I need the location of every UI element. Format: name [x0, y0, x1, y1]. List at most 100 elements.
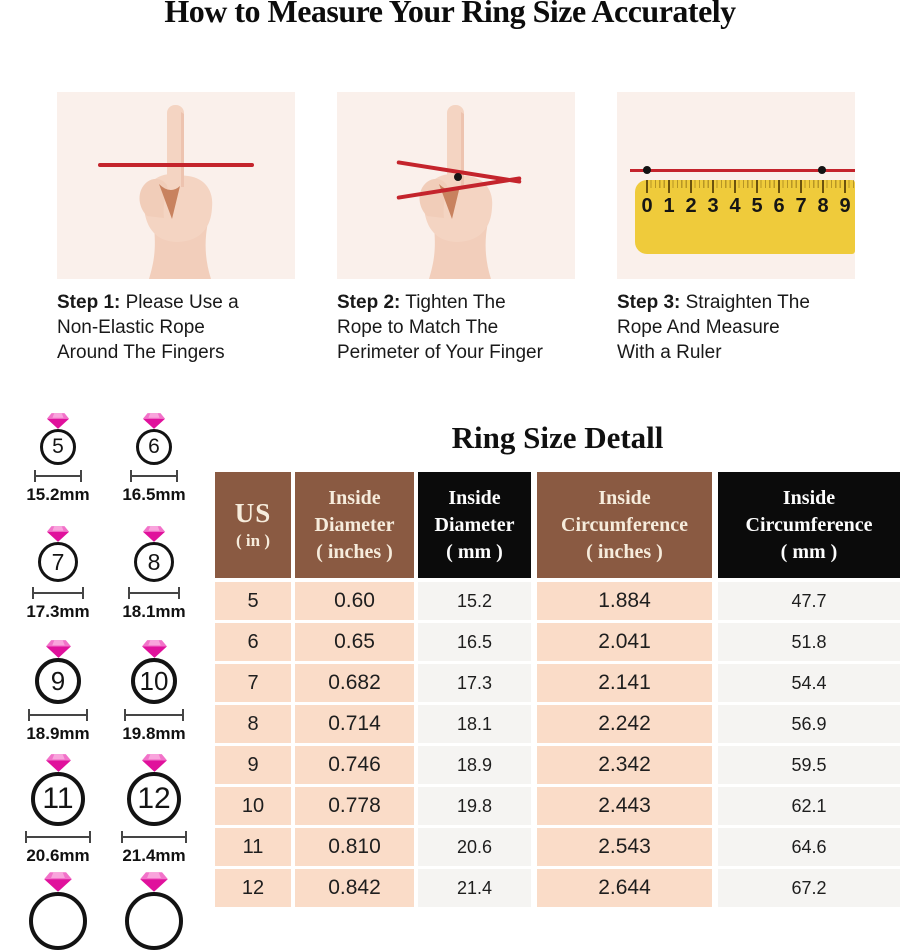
ring-diagram-10: 10 19.8mm — [104, 639, 204, 744]
header-text: Inside — [598, 486, 651, 509]
cell-diameter-mm: 17.3 — [418, 664, 531, 702]
diamond-icon — [45, 640, 71, 658]
cell-circumference-inches: 2.443 — [537, 787, 712, 825]
diameter-bracket — [32, 587, 84, 599]
ruler-number: 2 — [685, 195, 697, 217]
step-2-image-panel — [337, 92, 575, 279]
diamond-icon — [141, 640, 167, 658]
step-1-caption: Step 1: Please Use a Non-Elastic Rope Ar… — [57, 290, 297, 365]
diameter-bracket — [28, 709, 88, 721]
ruler-number: 4 — [729, 195, 741, 217]
cell-us: 9 — [215, 746, 291, 784]
cell-diameter-mm: 16.5 — [418, 623, 531, 661]
cell-diameter-mm: 19.8 — [418, 787, 531, 825]
step-1-text: Please Use a — [120, 292, 239, 313]
cell-circumference-inches: 2.041 — [537, 623, 712, 661]
ruler-number: 9 — [839, 195, 851, 217]
header-text: Inside — [328, 486, 381, 509]
rope-knot-dot — [454, 173, 462, 181]
header-text: Diameter — [434, 513, 515, 536]
diameter-label: 17.3mm — [26, 602, 90, 621]
diameter-label: 19.8mm — [122, 724, 186, 743]
header-cell-diameter-inches: Inside Diameter ( inches ) — [295, 472, 414, 578]
diameter-label: 21.4mm — [122, 846, 186, 865]
step-3-caption: Step 3: Straighten The Rope And Measure … — [617, 290, 857, 365]
diameter-label: 18.9mm — [26, 724, 90, 743]
ruler-number: 3 — [707, 195, 719, 217]
cell-diameter-inches: 0.682 — [295, 664, 414, 702]
step-3-section: 0 1 2 3 4 5 6 7 8 9 Step 3: Straighten T… — [617, 92, 857, 365]
cell-circumference-mm: 54.4 — [718, 664, 900, 702]
cell-circumference-inches: 2.342 — [537, 746, 712, 784]
cell-diameter-mm: 15.2 — [418, 582, 531, 620]
ruler-number: 5 — [751, 195, 763, 217]
step-2-label: Step 2: — [337, 292, 401, 313]
cell-diameter-inches: 0.746 — [295, 746, 414, 784]
header-cell-circumference-mm: Inside Circumference ( mm ) — [718, 472, 900, 578]
ruler-number: 7 — [795, 195, 807, 217]
ring-diagram-7: 7 17.3mm — [8, 525, 108, 622]
header-text: ( inches ) — [586, 540, 663, 563]
cell-diameter-mm: 21.4 — [418, 869, 531, 907]
table-row: 10 0.778 19.8 2.443 62.1 — [215, 787, 900, 825]
cell-circumference-mm: 62.1 — [718, 787, 900, 825]
ring-diagram-6: 6 16.5mm — [104, 412, 204, 505]
diameter-bracket — [121, 831, 187, 843]
ring-circle — [125, 892, 183, 950]
ruler-number: 8 — [817, 195, 829, 217]
header-text: Circumference — [745, 513, 873, 536]
diameter-bracket — [124, 709, 184, 721]
ring-diagram-5: 5 15.2mm — [8, 412, 108, 505]
step-2-text: Tighten The — [400, 292, 506, 313]
diameter-bracket — [128, 587, 180, 599]
header-text: ( in ) — [236, 530, 270, 550]
diamond-icon — [142, 526, 166, 542]
ring-diagram-9: 9 18.9mm — [8, 639, 108, 744]
ring-diagram-12: 12 21.4mm — [104, 753, 204, 866]
header-text: US — [234, 497, 272, 528]
ring-size-number: 8 — [134, 542, 174, 582]
cell-circumference-inches: 2.644 — [537, 869, 712, 907]
ruler-number: 6 — [773, 195, 785, 217]
step-2-caption: Step 2: Tighten The Rope to Match The Pe… — [337, 290, 577, 365]
step-3-text-line2: Rope And Measure — [617, 317, 780, 338]
header-text: Diameter — [314, 513, 395, 536]
ring-circle — [29, 892, 87, 950]
cell-diameter-mm: 18.9 — [418, 746, 531, 784]
header-text: ( mm ) — [780, 540, 838, 563]
step-1-section: Step 1: Please Use a Non-Elastic Rope Ar… — [57, 92, 297, 365]
header-cell-us: US ( in ) — [215, 472, 291, 578]
cell-diameter-inches: 0.60 — [295, 582, 414, 620]
cell-diameter-inches: 0.778 — [295, 787, 414, 825]
diamond-icon — [44, 872, 72, 892]
cell-us: 12 — [215, 869, 291, 907]
table-row: 8 0.714 18.1 2.242 56.9 — [215, 705, 900, 743]
measured-rope-line — [630, 169, 855, 172]
header-cell-circumference-inches: Inside Circumference ( inches ) — [537, 472, 712, 578]
ring-size-number: 7 — [38, 542, 78, 582]
cell-circumference-inches: 2.141 — [537, 664, 712, 702]
cell-circumference-mm: 56.9 — [718, 705, 900, 743]
header-text: ( mm ) — [446, 540, 503, 563]
step-3-label: Step 3: — [617, 292, 681, 313]
ruler-numbers: 0 1 2 3 4 5 6 7 8 9 — [636, 195, 855, 218]
ruler-major-ticks — [646, 180, 855, 193]
diamond-icon — [140, 872, 168, 892]
table-header-row: US ( in ) Inside Diameter ( inches ) Ins… — [215, 472, 900, 578]
table-row: 6 0.65 16.5 2.041 51.8 — [215, 623, 900, 661]
diameter-label: 18.1mm — [122, 602, 186, 621]
hand-illustration — [139, 105, 213, 279]
diameter-bracket — [130, 470, 178, 482]
step-1-label: Step 1: — [57, 292, 121, 313]
ring-diagram-11: 11 20.6mm — [8, 753, 108, 866]
step-3-image-panel: 0 1 2 3 4 5 6 7 8 9 — [617, 92, 855, 279]
diamond-icon — [45, 754, 71, 772]
cell-circumference-inches: 2.543 — [537, 828, 712, 866]
cell-circumference-inches: 2.242 — [537, 705, 712, 743]
cell-us: 10 — [215, 787, 291, 825]
step-2-text-line2: Rope to Match The — [337, 317, 499, 338]
step-3-text: Straighten The — [680, 292, 810, 313]
table-row: 7 0.682 17.3 2.141 54.4 — [215, 664, 900, 702]
table-row: 9 0.746 18.9 2.342 59.5 — [215, 746, 900, 784]
ruler-number: 1 — [663, 195, 675, 217]
